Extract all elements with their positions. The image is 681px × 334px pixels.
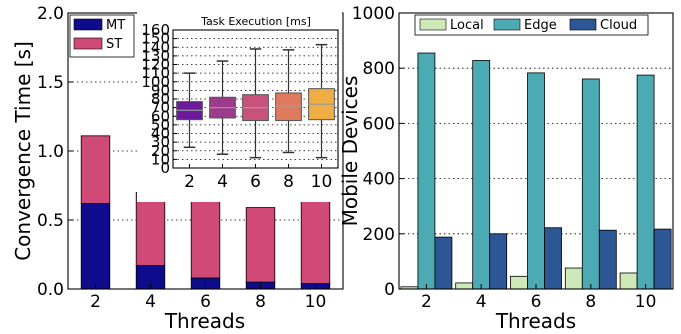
left-bar-st — [135, 191, 166, 266]
left-legend-label: MT — [106, 18, 125, 33]
left-bar-st — [190, 198, 221, 279]
inset-y-tick-label: 20 — [151, 142, 170, 160]
inset-y-tick-label: 110 — [141, 64, 170, 82]
inset-y-tick-label: 30 — [151, 133, 170, 151]
left-x-tick-label: 8 — [255, 292, 266, 312]
inset-y-tick-label: 10 — [151, 150, 170, 168]
inset-y-tick-label: 70 — [151, 99, 170, 117]
left-bar-st — [245, 207, 276, 283]
inset-y-tick-label: 40 — [151, 125, 170, 143]
left-bar-st — [300, 189, 331, 284]
inset-y-tick-label: 60 — [151, 107, 170, 125]
left-legend-label: ST — [106, 37, 122, 52]
left-x-tick-label: 4 — [145, 292, 156, 312]
right-y-axis-label: Mobile Devices — [338, 76, 362, 227]
right-bar-edge — [472, 60, 491, 290]
inset-background — [137, 12, 342, 202]
right-legend-swatch — [419, 18, 447, 31]
inset-x-tick-label: 4 — [217, 172, 228, 192]
right-legend-label: Edge — [524, 18, 557, 33]
right-x-tick-label: 2 — [421, 292, 432, 312]
inset-x-tick-label: 8 — [283, 172, 294, 192]
right-y-tick-label: 400 — [363, 170, 395, 190]
left-y-tick-label: 1.5 — [37, 73, 64, 93]
left-bar-st — [80, 135, 111, 204]
left-legend: MT ST — [69, 14, 135, 58]
left-y-tick-label: 0.5 — [37, 211, 64, 231]
inset-y-tick-label: 160 — [141, 21, 170, 39]
inset-x-tick-label: 6 — [250, 172, 261, 192]
left-x-tick-label: 10 — [305, 292, 327, 312]
right-bar-cloud — [434, 236, 453, 290]
right-bar-edge — [581, 78, 600, 290]
mobile-devices-chart: 0 200 400 600 800 1000 2 4 6 8 10 Mobile Devices T… — [338, 4, 674, 333]
right-y-tick-label: 200 — [363, 225, 395, 245]
right-bar-cloud — [489, 233, 508, 290]
right-x-axis-label: Threads — [495, 309, 576, 333]
right-bar-local — [619, 272, 638, 290]
right-bar-edge — [636, 74, 655, 290]
inset-y-tick-label: 140 — [141, 38, 170, 56]
right-bar-cloud — [544, 227, 562, 290]
left-bar-mt — [80, 203, 111, 290]
inset-plot-frame — [172, 29, 339, 169]
left-y-tick-label: 1.0 — [37, 142, 64, 162]
inset-y-tick-label: 100 — [141, 73, 170, 91]
right-bar-edge — [417, 52, 436, 290]
right-x-tick-label: 10 — [635, 292, 657, 312]
right-legend-swatch — [569, 18, 597, 31]
inset-x-tick-label: 2 — [184, 172, 195, 192]
left-y-tick-label: 0.0 — [37, 280, 64, 300]
left-y-tick-label: 2.0 — [37, 4, 64, 24]
left-y-axis-label: Convergence Time [s] — [11, 41, 35, 261]
right-y-tick-label: 0 — [384, 280, 395, 300]
right-legend-label: Local — [450, 18, 484, 33]
right-bar-cloud — [653, 228, 672, 290]
inset-title: Task Execution [ms] — [200, 15, 311, 28]
left-x-tick-label: 2 — [90, 292, 101, 312]
inset-x-tick-label: 10 — [311, 172, 333, 192]
inset-y-tick-label: 80 — [151, 90, 170, 108]
inset-y-tick-label: 90 — [151, 81, 170, 99]
inset-y-tick-label: 0 — [160, 159, 170, 177]
left-x-tick-label: 6 — [200, 292, 211, 312]
inset-box — [275, 92, 302, 122]
inset-y-tick-label: 50 — [151, 116, 170, 134]
right-bar-cloud — [598, 229, 617, 290]
inset-y-tick-label: 120 — [141, 56, 170, 74]
right-legend: Local Edge Cloud — [414, 14, 649, 36]
left-legend-swatch — [73, 18, 103, 31]
inset-y-tick-label: 130 — [141, 47, 170, 65]
right-legend-label: Cloud — [600, 18, 637, 33]
right-bar-local — [564, 267, 583, 290]
right-y-tick-label: 1000 — [352, 4, 395, 24]
right-legend-swatch — [493, 18, 521, 31]
task-execution-inset: 0102030405060708090100110120130140150160… — [137, 12, 342, 202]
convergence-time-chart: 0.0 0.5 1.0 1.5 2.0 2 4 6 8 10 Convergence Time [… — [11, 4, 344, 333]
right-bar-local — [455, 282, 474, 290]
right-y-tick-label: 800 — [363, 59, 395, 79]
right-x-tick-label: 8 — [585, 292, 596, 312]
right-bar-local — [510, 275, 528, 290]
right-x-tick-label: 4 — [476, 292, 487, 312]
right-bar-edge — [527, 72, 545, 290]
left-legend-swatch — [73, 37, 103, 50]
left-x-axis-label: Threads — [164, 309, 245, 333]
right-y-tick-label: 600 — [363, 114, 395, 134]
inset-y-tick-label: 150 — [141, 30, 170, 48]
right-x-tick-label: 6 — [531, 292, 542, 312]
